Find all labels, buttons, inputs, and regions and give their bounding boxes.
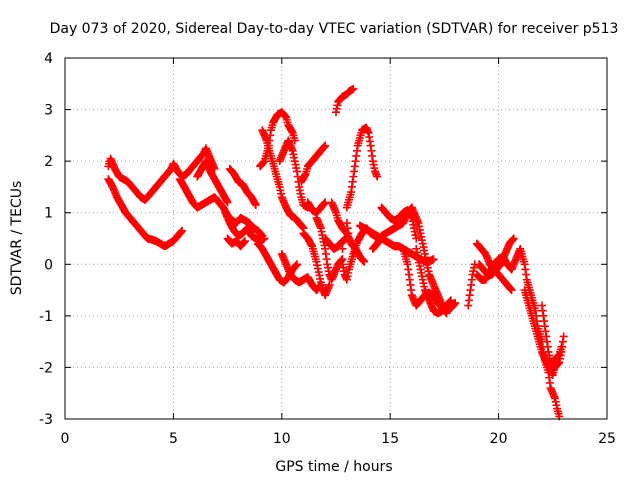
x-tick-label: 15 bbox=[381, 431, 399, 447]
y-tick-label: 1 bbox=[44, 206, 53, 222]
data-point bbox=[292, 260, 301, 269]
data-point bbox=[342, 219, 351, 228]
data-point bbox=[223, 198, 232, 207]
data-point bbox=[442, 309, 451, 318]
data-point bbox=[240, 237, 249, 246]
series-s19 bbox=[332, 84, 358, 117]
y-tick-label: 3 bbox=[44, 103, 53, 119]
axis-ticks: 0 5 10 15 20 25 -3 -2 -1 0 1 2 3 4 bbox=[39, 51, 616, 447]
series-s20 bbox=[342, 123, 382, 243]
x-tick-label: 0 bbox=[61, 431, 70, 447]
series-s9 bbox=[258, 126, 308, 233]
x-tick-label: 20 bbox=[490, 431, 508, 447]
x-tick-label: 10 bbox=[273, 431, 291, 447]
series-s8 bbox=[256, 108, 299, 171]
data-point bbox=[446, 296, 455, 305]
data-points bbox=[104, 84, 568, 421]
y-tick-label: -1 bbox=[39, 309, 53, 325]
series-s5 bbox=[225, 164, 260, 209]
series-s6 bbox=[221, 208, 269, 246]
data-point bbox=[360, 257, 369, 266]
y-tick-label: 0 bbox=[44, 257, 53, 273]
series-s2 bbox=[104, 175, 187, 251]
series-s13 bbox=[297, 141, 330, 186]
y-axis-label: SDTVAR / TECUs bbox=[9, 181, 25, 296]
series-s25 bbox=[399, 244, 451, 318]
data-point bbox=[210, 164, 219, 173]
series-s4 bbox=[193, 157, 232, 207]
series-s15 bbox=[299, 229, 334, 300]
x-tick-label: 25 bbox=[598, 431, 616, 447]
data-point bbox=[260, 234, 269, 243]
data-point bbox=[557, 342, 566, 351]
data-point bbox=[507, 286, 516, 295]
series-s31 bbox=[537, 301, 566, 367]
series-s30 bbox=[520, 286, 568, 380]
y-tick-label: 2 bbox=[44, 154, 53, 170]
data-point bbox=[321, 141, 330, 150]
data-point bbox=[509, 234, 518, 243]
series-s7 bbox=[223, 234, 249, 251]
data-point bbox=[412, 234, 421, 243]
data-point bbox=[349, 84, 358, 93]
data-point bbox=[178, 226, 187, 235]
y-tick-label: -2 bbox=[39, 360, 53, 376]
y-tick-label: 4 bbox=[44, 51, 53, 67]
data-point bbox=[559, 332, 568, 341]
data-point bbox=[325, 280, 334, 289]
data-point bbox=[251, 200, 260, 209]
data-point bbox=[373, 172, 382, 181]
chart-title: Day 073 of 2020, Sidereal Day-to-day VTE… bbox=[50, 21, 619, 37]
data-point bbox=[338, 244, 347, 253]
plot-frame bbox=[64, 57, 608, 420]
x-axis-label: GPS time / hours bbox=[275, 459, 392, 475]
x-tick-label: 5 bbox=[169, 431, 178, 447]
data-point bbox=[429, 255, 438, 264]
series-s1 bbox=[104, 144, 219, 204]
series-s26 bbox=[464, 260, 479, 310]
y-tick-label: -3 bbox=[39, 412, 53, 428]
